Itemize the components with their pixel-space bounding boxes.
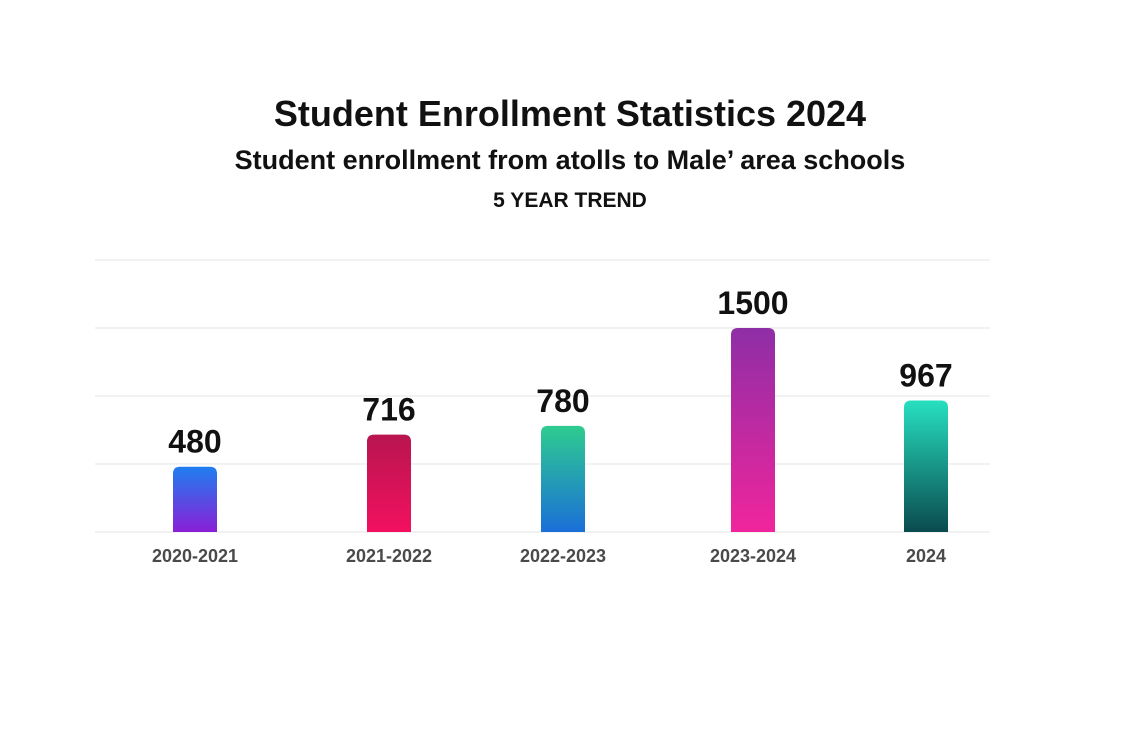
bar-2021-2022 [367, 434, 411, 532]
data-label: 780 [536, 383, 589, 419]
category-label: 2024 [906, 546, 946, 566]
bar-2020-2021 [173, 466, 217, 532]
data-label: 1500 [717, 285, 788, 321]
category-label: 2023-2024 [710, 546, 796, 566]
bar-2023-2024 [731, 328, 775, 532]
category-axis: 2020-2021 2021-2022 2022-2023 2023-2024 2024 [152, 546, 946, 566]
data-label: 716 [362, 392, 415, 428]
data-label: 480 [168, 424, 221, 460]
chart-subtitle: Student enrollment from atolls to Male’ … [234, 145, 906, 175]
grid [95, 259, 990, 533]
bars [173, 328, 948, 532]
trend-label: 5 YEAR TREND [493, 189, 647, 212]
data-labels: 480 716 780 1500 967 [168, 285, 952, 460]
category-label: 2020-2021 [152, 546, 238, 566]
category-label: 2021-2022 [346, 546, 432, 566]
category-label: 2022-2023 [520, 546, 606, 566]
bar-2024 [904, 400, 948, 532]
data-label: 967 [899, 357, 952, 393]
chart-header: Student Enrollment Statistics 2024 Stude… [0, 88, 1140, 216]
chart-title: Student Enrollment Statistics 2024 [273, 93, 867, 134]
bar-2022-2023 [541, 425, 585, 532]
